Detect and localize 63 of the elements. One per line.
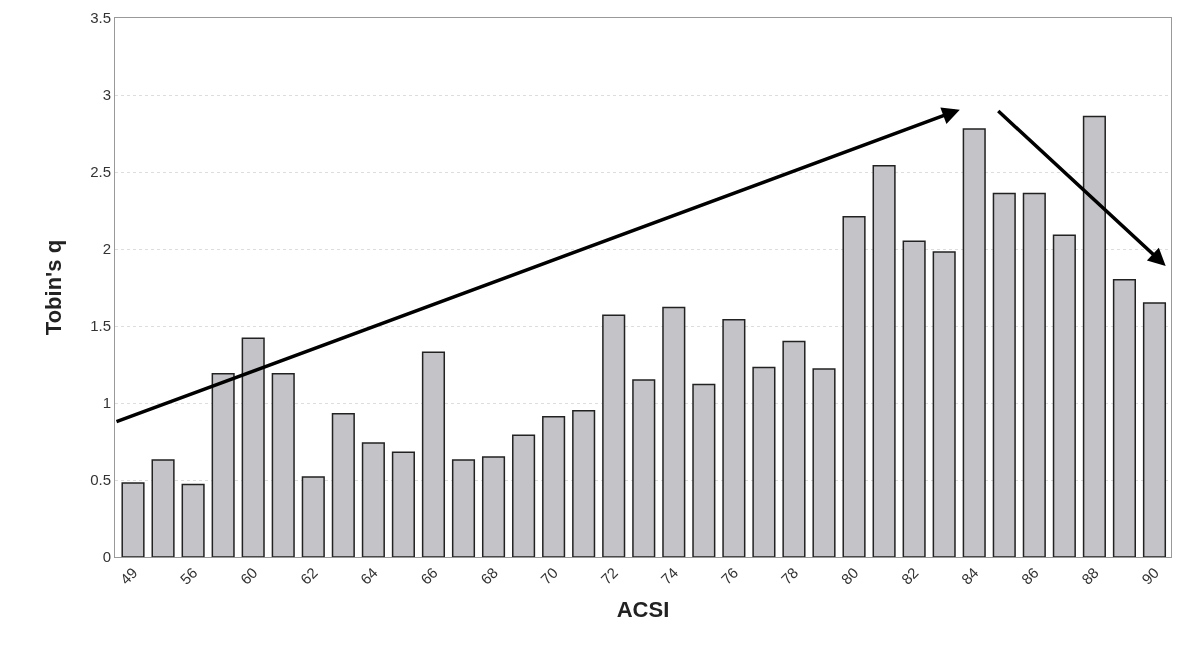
bar: [1142, 302, 1167, 557]
y-tick-label: 3.5: [90, 9, 111, 27]
x-axis-title: ACSI: [616, 596, 670, 622]
bar: [632, 379, 656, 557]
bar: [902, 240, 926, 557]
bar: [872, 165, 896, 557]
y-tick-label: 0.5: [90, 471, 111, 489]
x-tick-label: 90: [1138, 563, 1162, 588]
x-tick-label: 60: [236, 563, 261, 588]
x-tick-label: 72: [597, 563, 622, 588]
x-tick-label: 82: [897, 563, 922, 588]
bar: [331, 413, 355, 557]
x-tick-label: 56: [176, 563, 201, 588]
bar: [992, 192, 1016, 557]
bar: [211, 372, 235, 557]
bar: [842, 215, 866, 557]
bar: [301, 476, 325, 557]
bar: [121, 482, 145, 557]
bar: [181, 483, 205, 557]
bar: [1082, 115, 1106, 557]
bar: [361, 442, 385, 557]
bar: [932, 251, 956, 557]
y-tick-label: 2.5: [90, 163, 111, 181]
bar: [271, 372, 295, 557]
y-tick-label: 1: [102, 394, 111, 412]
bar: [722, 319, 746, 557]
y-tick-label: 3: [102, 86, 111, 104]
bar: [241, 337, 265, 557]
bar: [1112, 279, 1136, 557]
y-tick-label: 1.5: [90, 317, 111, 335]
bar: [1022, 192, 1046, 557]
y-tick-label: 2: [102, 240, 111, 258]
bar: [752, 366, 776, 557]
y-axis-title: Tobin's q: [40, 239, 66, 336]
bar: [391, 451, 415, 557]
x-tick-label: 80: [837, 563, 862, 588]
x-tick-label: 66: [417, 563, 441, 588]
bar: [812, 368, 836, 557]
x-tick-label: 68: [477, 563, 501, 588]
x-tick-label: 70: [537, 563, 562, 588]
bar: [572, 409, 596, 557]
x-tick-label: 62: [296, 563, 321, 588]
x-tick-label: 86: [1017, 563, 1042, 588]
x-tick-label: 76: [717, 563, 742, 588]
bar: [542, 416, 566, 557]
bar: [662, 306, 686, 557]
bar: [421, 351, 446, 557]
bar: [962, 128, 986, 557]
bar: [782, 340, 806, 557]
bar: [1052, 234, 1076, 557]
x-tick-label: 84: [957, 563, 982, 588]
y-tick-label: 0: [102, 548, 111, 566]
bar: [602, 314, 626, 557]
x-tick-label: 64: [356, 563, 381, 588]
bar: [451, 459, 476, 557]
x-tick-label: 74: [657, 563, 682, 588]
bar: [481, 456, 506, 557]
bar: [151, 459, 175, 557]
x-tick-label: 49: [116, 563, 141, 588]
bar: [512, 434, 536, 557]
x-tick-label: 78: [777, 563, 802, 588]
bar: [692, 383, 716, 557]
x-tick-label: 88: [1077, 563, 1102, 588]
